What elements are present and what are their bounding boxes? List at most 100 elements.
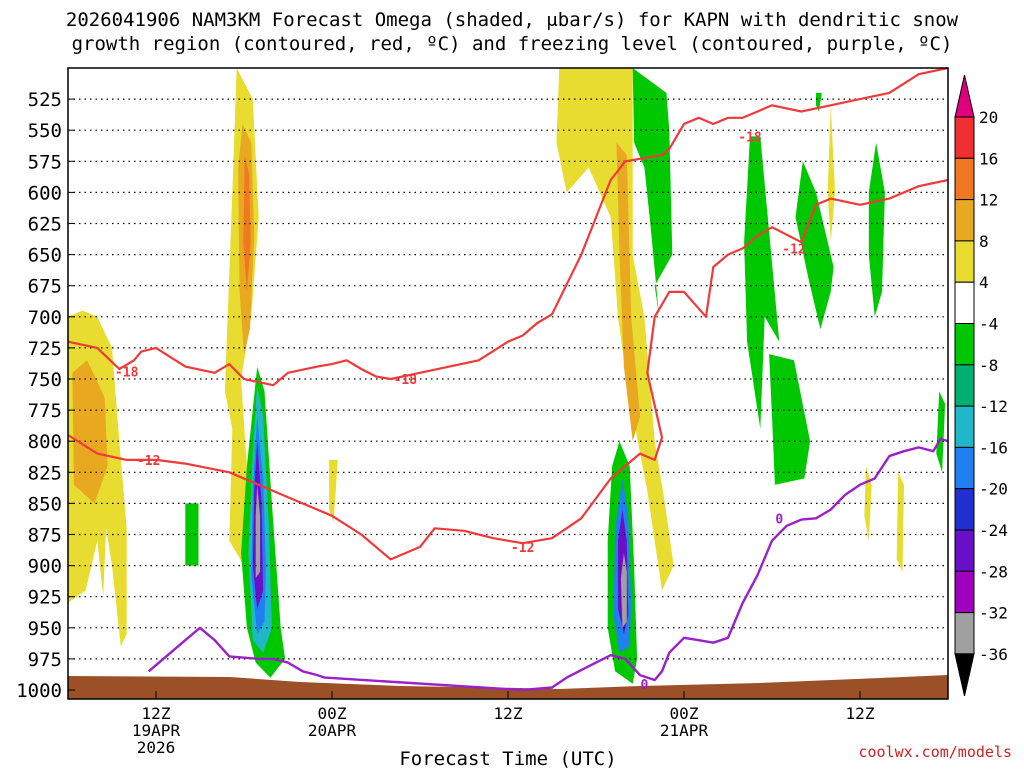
dgz-contour-label-4: -12 bbox=[511, 541, 534, 556]
colorbar-label-10: -24 bbox=[979, 521, 1008, 540]
terrain-band bbox=[68, 675, 948, 699]
colorbar-swatch-3 bbox=[954, 199, 975, 242]
omega-region-green-hour51b bbox=[795, 161, 834, 330]
terrain-fill bbox=[68, 675, 948, 699]
y-tick-label-925: 925 bbox=[28, 587, 62, 609]
freezing-level-label: 0 bbox=[775, 512, 783, 527]
colorbar-label-13: -36 bbox=[979, 645, 1008, 664]
colorbar-swatch-9 bbox=[954, 446, 975, 490]
colorbar-swatch-10 bbox=[954, 488, 975, 531]
y-tick-label-750: 750 bbox=[28, 369, 62, 391]
pressure-gridlines bbox=[68, 98, 948, 660]
omega-region-orange-early-west bbox=[72, 360, 108, 504]
x-tick-label-3-1: 21APR bbox=[660, 721, 709, 740]
y-tick-label-800: 800 bbox=[28, 431, 62, 453]
y-tick-label-600: 600 bbox=[28, 182, 62, 204]
colorbar-label-11: -28 bbox=[979, 562, 1008, 581]
colorbar-swatch-12 bbox=[954, 570, 975, 614]
y-tick-label-525: 525 bbox=[28, 89, 62, 111]
colorbar-label-9: -20 bbox=[979, 480, 1008, 499]
x-tick-label-0-0: 12Z bbox=[142, 704, 171, 723]
omega-region-orange-hour37 bbox=[616, 142, 640, 442]
x-tick-label-2-0: 12Z bbox=[494, 704, 523, 723]
dgz-contour-label-1: -18 bbox=[394, 373, 418, 388]
colorbar-swatch-6 bbox=[954, 323, 975, 366]
colorbar-label-3: 8 bbox=[979, 232, 989, 251]
y-tick-label-625: 625 bbox=[28, 214, 62, 236]
y-tick-label-950: 950 bbox=[28, 618, 62, 640]
y-tick-label-900: 900 bbox=[28, 556, 62, 578]
omega-region-green-hour59 bbox=[936, 391, 946, 473]
colorbar-label-12: -32 bbox=[979, 604, 1008, 623]
colorbar-label-7: -12 bbox=[979, 397, 1008, 416]
colorbar-label-8: -16 bbox=[979, 438, 1008, 457]
colorbar-swatch-1 bbox=[954, 116, 975, 159]
colorbar-top-arrow bbox=[954, 74, 975, 118]
colorbar-label-1: 16 bbox=[979, 149, 998, 168]
y-tick-label-550: 550 bbox=[28, 120, 62, 142]
colorbar: 20 16 12 8 4 -4 -8 -12 -16 -20 -24 -28 -32 -36 bbox=[954, 74, 1008, 697]
omega-region-yellow-hour18 bbox=[329, 459, 338, 523]
colorbar-label-0: 20 bbox=[979, 108, 998, 127]
colorbar-label-2: 12 bbox=[979, 191, 998, 210]
chart-title-line2: growth region (contoured, red, ºC) and f… bbox=[72, 33, 953, 55]
freezing-level-label-2: 0 bbox=[640, 678, 648, 693]
omega-region-yellow-hour34 bbox=[556, 68, 674, 591]
y-tick-label-1000: 1000 bbox=[16, 680, 62, 702]
omega-region-green-hour48 bbox=[769, 354, 811, 485]
plot-frame bbox=[67, 67, 949, 700]
dgz-contour-label-0: -18 bbox=[115, 366, 139, 381]
y-axis: 525 550 575 600 625 650 675 700 725 750 775 800 825 8… bbox=[16, 89, 75, 702]
colorbar-swatch-8 bbox=[954, 405, 975, 448]
omega-region-yellow-hour55 bbox=[864, 466, 872, 541]
dgz-contour-label-5: -12 bbox=[782, 242, 805, 257]
colorbar-swatch-2 bbox=[954, 157, 975, 201]
colorbar-bottom-arrow bbox=[954, 653, 975, 697]
colorbar-label-4: 4 bbox=[979, 273, 989, 292]
y-tick-label-675: 675 bbox=[28, 276, 62, 298]
x-tick-label-0-2: 2026 bbox=[137, 738, 176, 757]
omega-region-green-hour51 bbox=[816, 92, 822, 112]
y-tick-label-725: 725 bbox=[28, 338, 62, 360]
omega-region-green-hour55 bbox=[868, 142, 885, 317]
chart-title-line1: 2026041906 NAM3KM Forecast Omega (shaded… bbox=[66, 9, 959, 31]
colorbar-swatch-11 bbox=[954, 529, 975, 572]
freezing-level-contour bbox=[147, 437, 949, 692]
omega-region-gray-hour38 bbox=[620, 553, 627, 628]
x-tick-label-0-1: 19APR bbox=[132, 721, 181, 740]
colorbar-swatch-4 bbox=[954, 240, 975, 283]
omega-region-yellow-hour53 bbox=[827, 105, 836, 243]
omega-shading bbox=[68, 68, 946, 684]
y-tick-label-975: 975 bbox=[28, 649, 62, 671]
colorbar-swatch-5 bbox=[954, 281, 975, 325]
colorbar-swatch-13 bbox=[954, 612, 975, 655]
y-tick-label-875: 875 bbox=[28, 525, 62, 547]
omega-region-yellow-hour57 bbox=[896, 472, 904, 572]
y-tick-label-825: 825 bbox=[28, 462, 62, 484]
y-tick-label-850: 850 bbox=[28, 493, 62, 515]
y-tick-label-650: 650 bbox=[28, 245, 62, 267]
omega-region-green-hour47 bbox=[744, 136, 780, 429]
colorbar-label-6: -8 bbox=[979, 356, 998, 375]
x-tick-label-1-1: 20APR bbox=[308, 721, 357, 740]
omega-region-green-hour40 bbox=[632, 68, 673, 317]
dgz-contour-label-3: -12 bbox=[137, 454, 160, 469]
x-tick-label-3-0: 00Z bbox=[670, 704, 699, 723]
colorbar-label-5: -4 bbox=[979, 315, 998, 334]
omega-region-orangeh-hour12-core bbox=[243, 155, 251, 292]
dgz-contour-0 bbox=[67, 66, 949, 387]
colorbar-swatch-7 bbox=[954, 364, 975, 407]
dgz-contour-label-2: -18 bbox=[738, 130, 762, 145]
credit-text: coolwx.com/models bbox=[858, 743, 1012, 761]
x-axis-label: Forecast Time (UTC) bbox=[399, 748, 616, 768]
x-tick-label-4-0: 12Z bbox=[846, 704, 875, 723]
omega-region-gray-hour13 bbox=[255, 484, 261, 578]
dgz-contour-3 bbox=[67, 178, 949, 561]
omega-region-green-hour8 bbox=[185, 503, 199, 566]
temperature-contours: -18 -18 -18 -12 -12 -12 0 0 bbox=[67, 66, 949, 693]
y-tick-label-775: 775 bbox=[28, 400, 62, 422]
x-tick-label-1-0: 00Z bbox=[318, 704, 347, 723]
